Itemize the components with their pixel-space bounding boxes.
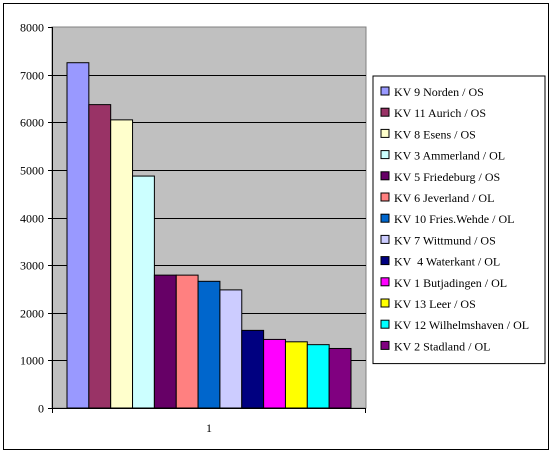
legend-swatch-6: [380, 192, 390, 202]
y-axis-ticks: 0 1000 2000 3000 4000 5000 6000 7000 8000: [20, 21, 366, 416]
bar-10: [263, 338, 286, 409]
x-tick-label: 1: [206, 421, 212, 435]
legend-label-4: KV 3 Ammerland / OL: [394, 149, 505, 163]
legend-label-10: KV 1 Butjadingen / OL: [394, 276, 507, 290]
y-tick-label: 2000: [20, 307, 44, 321]
legend-label-7: KV 10 Fries.Wehde / OL: [394, 212, 514, 226]
legend: KV 9 Norden / OS KV 11 Aurich / OS KV 8 Es…: [372, 75, 546, 365]
y-tick-label: 1000: [20, 354, 44, 368]
y-tick-label: 4000: [20, 212, 44, 226]
bar-13: [328, 347, 352, 409]
legend-swatch-11: [380, 298, 390, 308]
bar-3: [110, 119, 134, 409]
legend-label-11: KV 13 Leer / OS: [394, 297, 476, 311]
bar-11: [284, 341, 308, 409]
legend-label-8: KV 7 Wittmund / OS: [394, 233, 496, 247]
legend-label-12: KV 12 Wilhelmshaven / OL: [394, 318, 529, 332]
bars: [66, 62, 352, 409]
legend-label-13: KV 2 Stadland / OL: [394, 339, 490, 353]
legend-swatch-4: [380, 150, 390, 160]
bar-12: [306, 344, 330, 409]
x-axis-ticks: 1: [52, 408, 366, 435]
legend-swatch-2: [380, 107, 390, 117]
legend-swatch-1: [380, 86, 390, 96]
bar-6: [175, 274, 199, 409]
legend-label-3: KV 8 Esens / OS: [394, 127, 476, 141]
legend-swatch-10: [380, 277, 390, 287]
y-tick-label: 6000: [20, 116, 44, 130]
bar-1: [66, 62, 90, 409]
y-tick-label: 7000: [20, 69, 44, 83]
legend-label-6: KV 6 Jeverland / OL: [394, 191, 494, 205]
y-tick-label: 8000: [20, 21, 44, 35]
bar-2: [88, 104, 112, 409]
legend-swatch-7: [380, 213, 390, 223]
legend-swatch-12: [380, 319, 390, 329]
bar-8: [219, 289, 243, 409]
bar-7: [197, 280, 221, 409]
bar-4: [132, 175, 155, 409]
bar-5: [153, 274, 177, 409]
legend-label-9: KV 4 Waterkant / OL: [394, 255, 500, 269]
y-tick-label: 3000: [20, 259, 44, 273]
legend-swatch-5: [380, 171, 390, 181]
legend-label-1: KV 9 Norden / OS: [394, 85, 484, 99]
legend-label-2: KV 11 Aurich / OS: [394, 106, 486, 120]
y-tick-label: 0: [38, 402, 44, 416]
legend-label-5: KV 5 Friedeburg / OS: [394, 170, 500, 184]
bar-9: [241, 329, 265, 409]
legend-swatch-3: [380, 128, 390, 138]
legend-swatch-13: [380, 340, 390, 350]
legend-box: [372, 75, 546, 365]
y-tick-label: 5000: [20, 164, 44, 178]
legend-swatch-8: [380, 234, 390, 244]
legend-swatch-9: [380, 256, 390, 266]
